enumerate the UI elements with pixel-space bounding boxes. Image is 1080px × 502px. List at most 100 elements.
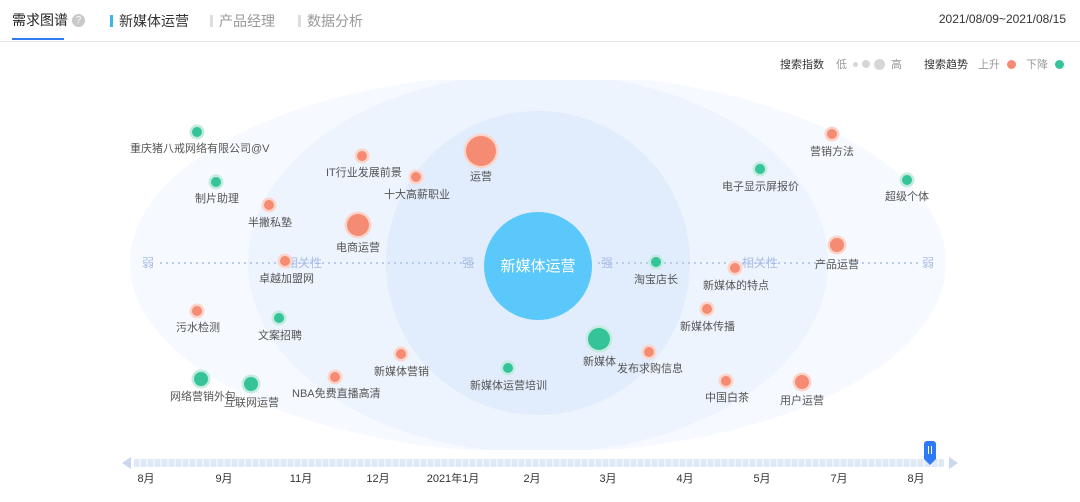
keyword-node[interactable] — [702, 304, 712, 314]
grip-icon — [928, 446, 932, 454]
keyword-node[interactable] — [192, 127, 202, 137]
keyword-node[interactable] — [211, 177, 221, 187]
tab-label: 数据分析 — [307, 13, 363, 29]
timeline-label: 11月 — [289, 473, 313, 485]
question-icon[interactable]: ? — [72, 13, 85, 27]
keyword-node-label[interactable]: 电商运营 — [336, 240, 380, 254]
keyword-node-label[interactable]: 新媒体传播 — [680, 319, 735, 333]
timeline-label: 4月 — [676, 473, 694, 485]
keyword-node[interactable] — [730, 263, 740, 273]
legend-trend-label: 搜索趋势 — [924, 59, 968, 71]
weak-label-right: 弱 — [922, 256, 934, 270]
tab-label: 产品经理 — [219, 13, 275, 29]
keyword-node[interactable] — [274, 313, 284, 323]
timeline-label: 2月 — [523, 473, 541, 485]
keyword-node-label[interactable]: NBA免费直播高清 — [292, 386, 381, 400]
keyword-node[interactable] — [347, 214, 369, 236]
timeline-label: 3月 — [599, 473, 617, 485]
keyword-node[interactable] — [588, 328, 610, 350]
keyword-node-label[interactable]: IT行业发展前景 — [326, 165, 402, 179]
tab-indicator — [110, 15, 113, 27]
timeline-prev-icon[interactable] — [122, 457, 131, 469]
keyword-node[interactable] — [396, 349, 406, 359]
timeline-label: 12月 — [366, 473, 390, 485]
keyword-node[interactable] — [902, 175, 912, 185]
keyword-node-label[interactable]: 十大高薪职业 — [384, 187, 450, 201]
tab-product-manager[interactable]: 产品经理 — [210, 11, 275, 31]
keyword-node-label[interactable]: 淘宝店长 — [634, 272, 678, 286]
page-title: 需求图谱 — [12, 12, 68, 28]
keyword-node-label[interactable]: 重庆猪八戒网络有限公司@V — [130, 141, 270, 155]
keyword-node[interactable] — [651, 257, 661, 267]
tab-data-analysis[interactable]: 数据分析 — [298, 11, 363, 31]
size-large-icon — [874, 58, 885, 70]
tab-label: 新媒体运营 — [119, 13, 189, 29]
keyword-node[interactable] — [466, 136, 496, 166]
strong-label-left: 强 — [462, 256, 474, 270]
keyword-node[interactable] — [827, 129, 837, 139]
center-node-label: 新媒体运营 — [500, 258, 575, 275]
timeline-label: 2021年1月 — [426, 473, 480, 485]
timeline-handle[interactable] — [924, 441, 936, 465]
timeline-next-icon[interactable] — [949, 457, 958, 469]
keyword-node[interactable] — [264, 200, 274, 210]
keyword-node-label[interactable]: 卓越加盟网 — [259, 271, 314, 285]
keyword-node[interactable] — [280, 256, 290, 266]
keyword-node-label[interactable]: 中国白茶 — [705, 390, 749, 404]
keyword-node[interactable] — [644, 347, 654, 357]
keyword-node[interactable] — [192, 306, 202, 316]
keyword-node-label[interactable]: 超级个体 — [885, 189, 929, 203]
weak-label-left: 弱 — [142, 256, 154, 270]
strong-label-right: 强 — [601, 256, 613, 270]
keyword-node-label[interactable]: 新媒体运营培训 — [470, 378, 547, 392]
keyword-node-label[interactable]: 互联网运营 — [224, 395, 279, 409]
tab-new-media-operation[interactable]: 新媒体运营 — [110, 11, 189, 31]
keyword-node[interactable] — [503, 363, 513, 373]
timeline-label: 5月 — [753, 473, 771, 485]
keyword-node-label[interactable]: 污水检测 — [176, 320, 220, 334]
keyword-node-label[interactable]: 制片助理 — [195, 191, 239, 205]
tab-indicator — [210, 15, 213, 27]
tab-demand-graph[interactable]: 需求图谱 ? — [12, 10, 85, 40]
date-range: 2021/08/09~2021/08/15 — [938, 12, 1066, 26]
size-small-icon — [853, 61, 858, 67]
timeline-track[interactable] — [134, 459, 944, 467]
trend-up-icon — [1007, 59, 1016, 69]
keyword-node[interactable] — [330, 372, 340, 382]
keyword-node-label[interactable]: 文案招聘 — [258, 328, 302, 342]
keyword-node[interactable] — [830, 238, 844, 252]
keyword-node[interactable] — [721, 376, 731, 386]
keyword-node-label[interactable]: 新媒体 — [583, 354, 616, 368]
keyword-node-label[interactable]: 半撇私塾 — [248, 215, 292, 229]
demand-graph-svg: 弱 弱 强 强 相关性 相关性 新媒体运营 重庆猪八戒网络有限公司@V制片助理半… — [130, 80, 946, 450]
header: 需求图谱 ? 新媒体运营 产品经理 数据分析 2021/08/09~2021/0… — [0, 0, 1080, 42]
keyword-node-label[interactable]: 发布求购信息 — [617, 361, 683, 375]
relevance-label-right: 相关性 — [742, 256, 778, 270]
keyword-node-label[interactable]: 新媒体的特点 — [703, 278, 769, 292]
keyword-node-label[interactable]: 新媒体营销 — [374, 364, 429, 378]
keyword-node-label[interactable]: 电子显示屏报价 — [722, 179, 799, 193]
timeline-label: 8月 — [907, 473, 925, 485]
keyword-node[interactable] — [244, 377, 258, 391]
legend-down: 下降 — [1026, 59, 1048, 71]
legend: 搜索指数 低 高 搜索趋势 上升 下降 — [780, 56, 1064, 72]
keyword-node[interactable] — [795, 375, 809, 389]
keyword-node[interactable] — [411, 172, 421, 182]
keyword-node-label[interactable]: 营销方法 — [810, 144, 854, 158]
timeline-label: 7月 — [830, 473, 848, 485]
keyword-node-label[interactable]: 产品运营 — [815, 257, 859, 271]
keyword-node-label[interactable]: 运营 — [470, 169, 492, 183]
keyword-node-label[interactable]: 网络营销外包 — [170, 389, 236, 403]
keyword-node[interactable] — [194, 372, 208, 386]
relevance-label-left: 相关性 — [286, 256, 322, 270]
timeline-label: 9月 — [215, 473, 233, 485]
timeline-slider[interactable]: 8月 9月 11月 12月 2021年1月 2月 3月 4月 5月 7月 8月 — [120, 441, 960, 495]
keyword-node[interactable] — [357, 151, 367, 161]
demand-graph: 弱 弱 强 强 相关性 相关性 新媒体运营 重庆猪八戒网络有限公司@V 制片助理半… — [0, 80, 1080, 450]
legend-low: 低 — [836, 59, 847, 71]
keyword-node-label[interactable]: 用户运营 — [780, 393, 824, 407]
keyword-node[interactable] — [755, 164, 765, 174]
legend-up: 上升 — [978, 59, 1000, 71]
center-node[interactable] — [484, 212, 592, 320]
timeline-label: 8月 — [137, 473, 155, 485]
